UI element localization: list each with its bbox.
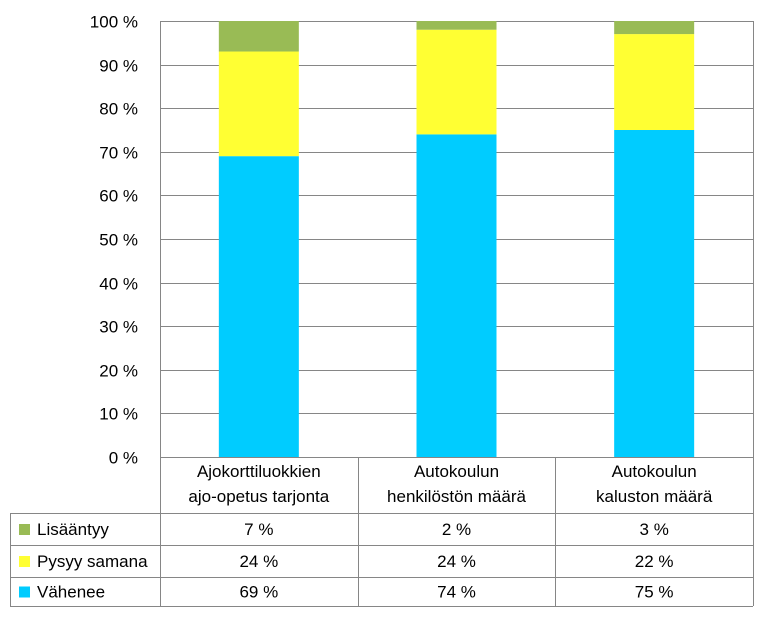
y-tick-label: 60 % bbox=[99, 187, 138, 206]
bar-segment bbox=[218, 51, 299, 157]
bar-segment bbox=[416, 21, 497, 30]
bars bbox=[218, 21, 695, 458]
bar-segment bbox=[218, 156, 299, 457]
category-label: Autokoulun bbox=[612, 462, 697, 481]
bar-segment bbox=[614, 21, 695, 35]
series-name: Lisääntyy bbox=[37, 520, 109, 539]
y-tick-label: 70 % bbox=[99, 144, 138, 163]
y-axis: 0 % 10 % 20 % 30 % 40 % 50 % 60 % 70 % 80 % 90 % 1… bbox=[90, 13, 138, 468]
category-label: Ajokorttiluokkien bbox=[197, 462, 321, 481]
y-tick-label: 10 % bbox=[99, 405, 138, 424]
legend-key bbox=[19, 586, 30, 598]
data-table: Ajokorttiluokkien ajo-opetus tarjonta Auto… bbox=[10, 457, 754, 607]
series-name: Vähenee bbox=[37, 583, 105, 602]
y-tick-label: 20 % bbox=[99, 362, 138, 381]
bar-segment bbox=[416, 29, 497, 135]
y-tick-label: 100 % bbox=[90, 13, 138, 32]
y-tick-label: 90 % bbox=[99, 57, 138, 76]
category-label: kaluston määrä bbox=[596, 487, 713, 506]
series-name: Pysyy samana bbox=[37, 552, 148, 571]
category-label: ajo-opetus tarjonta bbox=[188, 487, 329, 506]
table-cell-value: 75 % bbox=[635, 583, 674, 602]
table-cell-value: 24 % bbox=[437, 552, 476, 571]
legend-key bbox=[19, 556, 30, 567]
legend-key bbox=[19, 524, 30, 535]
table-cell-value: 7 % bbox=[244, 520, 273, 539]
table-cell-value: 74 % bbox=[437, 583, 476, 602]
bar-segment bbox=[416, 134, 497, 458]
table-cell-value: 22 % bbox=[635, 552, 674, 571]
y-tick-label: 0 % bbox=[109, 449, 138, 468]
category-label: Autokoulun bbox=[414, 462, 499, 481]
table-cell-value: 24 % bbox=[239, 552, 278, 571]
y-tick-label: 80 % bbox=[99, 100, 138, 119]
bar-segment bbox=[614, 34, 695, 130]
y-tick-label: 40 % bbox=[99, 275, 138, 294]
y-tick-label: 50 % bbox=[99, 231, 138, 250]
y-tick-label: 30 % bbox=[99, 318, 138, 337]
table-cell-value: 69 % bbox=[239, 583, 278, 602]
table-cell-value: 2 % bbox=[442, 520, 471, 539]
category-label: henkilöstön määrä bbox=[387, 487, 526, 506]
bar-segment bbox=[218, 21, 299, 52]
table-cell-value: 3 % bbox=[640, 520, 669, 539]
bar-segment bbox=[614, 130, 695, 457]
